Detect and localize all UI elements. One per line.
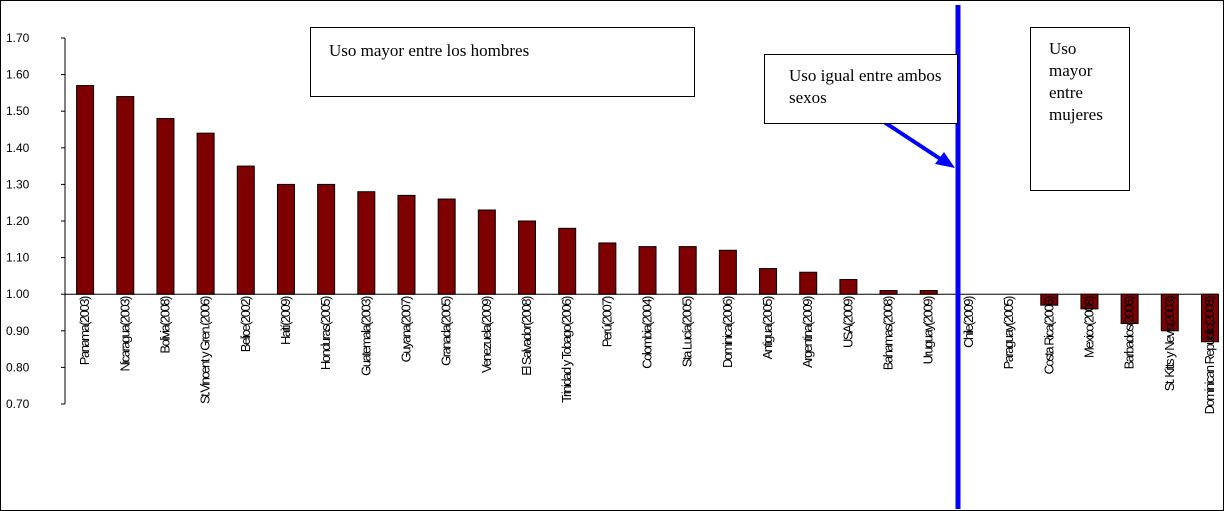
- annotation-women: Uso mayor entre mujeres: [1030, 27, 1130, 191]
- bar: [357, 191, 376, 295]
- annotation-men-text: Uso mayor entre los hombres: [329, 41, 530, 60]
- y-tick-label: 1.20: [6, 214, 30, 228]
- category-label: Colombia(2004): [640, 296, 655, 369]
- y-tick-label: 0.90: [6, 324, 30, 338]
- category-label: Guyana(2007): [398, 296, 413, 362]
- category-label: Guatemala(2003): [358, 296, 373, 376]
- bar: [919, 290, 938, 295]
- y-tick-label: 1.30: [6, 177, 30, 191]
- category-label: Venezuela(2009): [479, 296, 494, 373]
- bar: [839, 279, 858, 295]
- category-label: Belice(2002): [238, 296, 253, 352]
- bar: [638, 246, 657, 295]
- y-tick-label: 0.70: [6, 397, 30, 411]
- category-label: Trinidad y Tobago(2006): [559, 296, 574, 403]
- annotation-men: Uso mayor entre los hombres: [310, 27, 695, 97]
- category-label: Sta Lucía(2005): [680, 296, 695, 367]
- category-label: Paraguay(2005): [1001, 296, 1016, 369]
- bar: [116, 96, 135, 295]
- bar: [1040, 293, 1059, 306]
- bar: [879, 290, 898, 295]
- category-label: Perú(2007): [599, 296, 614, 347]
- category-label: Argentina(2009): [800, 296, 815, 368]
- bar: [317, 183, 336, 295]
- bar: [236, 165, 255, 295]
- pointer-arrow-head: [935, 152, 955, 168]
- bar: [558, 227, 577, 295]
- category-label: Bolivia(2008): [157, 296, 172, 354]
- y-tick-label: 1.60: [6, 68, 30, 82]
- category-label: Bahamas(2008): [881, 296, 896, 370]
- bar: [196, 132, 215, 295]
- bar: [1120, 293, 1139, 324]
- bar: [678, 246, 697, 295]
- category-label: USA(2009): [840, 296, 855, 348]
- bar: [397, 194, 416, 295]
- category-label: St. Kitts y Nevis(2003): [1162, 296, 1177, 391]
- bars: [76, 85, 1219, 343]
- category-label: Mexico(2008): [1081, 296, 1096, 358]
- bar: [1200, 293, 1219, 343]
- bar: [477, 209, 496, 295]
- category-label: Nicaragua(2003): [117, 296, 132, 372]
- bar: [1080, 293, 1099, 310]
- annotation-equal-text: Uso igual entre ambos sexos: [789, 66, 942, 107]
- category-label: Antigua(2005): [760, 296, 775, 359]
- bar: [276, 183, 295, 295]
- category-label: Honduras(2005): [318, 296, 333, 370]
- category-label: El Salvador(2008): [519, 296, 534, 376]
- bar: [76, 85, 95, 295]
- bar: [437, 198, 456, 295]
- y-tick-label: 1.10: [6, 251, 30, 265]
- annotation-equal: Uso igual entre ambos sexos: [764, 54, 958, 124]
- category-label: Costa Rica(2006): [1041, 296, 1056, 374]
- bar: [156, 118, 175, 295]
- bar: [718, 249, 737, 295]
- annotations-overlay: [882, 5, 961, 509]
- category-labels: Panama(2003) Nicaragua(2003) Bolivia(2008)…: [77, 296, 1217, 414]
- category-label: St.Vincent y Gren.(2006): [198, 296, 213, 404]
- bar: [598, 242, 617, 295]
- y-tick-label: 1.00: [6, 287, 30, 301]
- category-label: Dominican Republic(2008): [1202, 296, 1217, 414]
- category-label: Chile(2009): [961, 296, 976, 348]
- y-tick-label: 0.80: [6, 360, 30, 374]
- y-tick-label: 1.70: [6, 31, 30, 45]
- category-label: Panama(2003): [77, 296, 92, 365]
- annotation-women-text: Uso mayor entre mujeres: [1049, 39, 1103, 124]
- category-label: Barbados(2006): [1122, 296, 1137, 369]
- bar: [759, 268, 778, 295]
- pointer-arrow-line: [882, 120, 944, 162]
- category-label: Uruguay(2009): [921, 296, 936, 364]
- category-label: Haití(2009): [278, 296, 293, 345]
- category-label: Dominica(2006): [720, 296, 735, 368]
- y-tick-label: 1.50: [6, 104, 30, 118]
- bar: [799, 271, 818, 295]
- bar: [1160, 293, 1179, 332]
- y-tick-label: 1.40: [6, 141, 30, 155]
- category-label: Granada(2005): [439, 296, 454, 366]
- bar: [518, 220, 537, 295]
